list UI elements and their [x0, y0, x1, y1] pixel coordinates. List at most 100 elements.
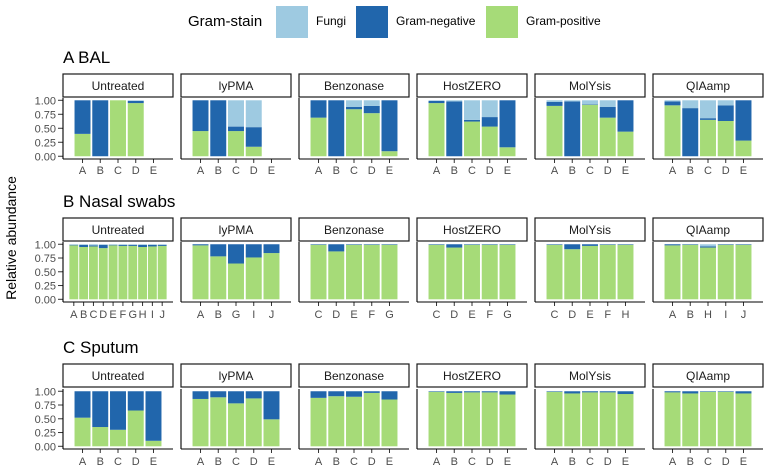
- bar-segment-gram-positive: [582, 245, 598, 300]
- x-tick-label-bal-qiaamp: A: [669, 165, 677, 177]
- bar-segment-fungi: [564, 100, 581, 102]
- facet-strip-sputum-untreated: [62, 363, 174, 388]
- bar-segment-gram-positive: [245, 398, 262, 447]
- facet-strip-bal-untreated: [62, 73, 174, 98]
- bar-segment-gram-positive: [245, 257, 262, 300]
- bar-segment-gram-negative: [363, 391, 380, 393]
- bar-segment-gram-positive: [98, 248, 108, 300]
- bar-segment-fungi: [108, 244, 118, 245]
- y-tick-label: 0.50: [35, 414, 56, 426]
- bar-segment-gram-negative: [381, 244, 398, 245]
- bar-segment-gram-positive: [464, 244, 480, 300]
- x-tick-label-bal-lypma: D: [250, 165, 258, 177]
- bar-segment-gram-positive: [664, 245, 681, 300]
- y-tick-label: 1.00: [35, 386, 56, 398]
- facet-label-bal-qiaamp: QIAamp: [686, 79, 730, 93]
- x-tick-label-sputum-benzonase: A: [315, 456, 323, 468]
- bar-segment-gram-negative: [263, 244, 280, 254]
- y-tick-label: 0.75: [35, 253, 56, 265]
- x-tick-label-nasal-swabs-hostzero: F: [486, 309, 493, 321]
- bar-segment-gram-negative: [682, 244, 699, 245]
- bar-segment-fungi: [682, 100, 699, 109]
- x-tick-label-sputum-hostzero: D: [486, 456, 494, 468]
- x-tick-label-nasal-swabs-untreated: D: [99, 309, 107, 321]
- facet-strip-bal-hostzero: [416, 73, 528, 98]
- bar-segment-gram-positive: [127, 410, 144, 447]
- x-tick-label-bal-hostzero: C: [468, 165, 476, 177]
- panel-title-nasal-swabs: B Nasal swabs: [63, 192, 175, 211]
- bar-segment-gram-negative: [245, 127, 262, 147]
- facet-strip-sputum-benzonase: [298, 363, 410, 388]
- x-tick-label-bal-untreated: B: [97, 165, 104, 177]
- bar-segment-gram-positive: [446, 392, 463, 447]
- x-tick-label-nasal-swabs-untreated: A: [70, 309, 78, 321]
- bar-segment-gram-positive: [157, 245, 167, 300]
- bar-segment-gram-negative: [700, 246, 716, 248]
- bar-segment-gram-negative: [546, 391, 563, 392]
- x-tick-label-nasal-swabs-lypma: J: [269, 309, 275, 321]
- x-tick-label-nasal-swabs-benzonase: D: [332, 309, 340, 321]
- x-tick-label-bal-qiaamp: D: [722, 165, 730, 177]
- bar-segment-gram-positive: [735, 244, 752, 300]
- bar-segment-fungi: [481, 100, 498, 118]
- x-tick-label-bal-untreated: A: [79, 165, 87, 177]
- x-tick-label-sputum-hostzero: C: [468, 456, 476, 468]
- bar-segment-gram-negative: [446, 101, 463, 157]
- bar-segment-gram-negative: [245, 244, 262, 258]
- bar-segment-gram-positive: [210, 256, 227, 300]
- x-tick-label-nasal-swabs-hostzero: E: [468, 309, 475, 321]
- bar-segment-gram-positive: [363, 392, 380, 447]
- bar-segment-gram-negative: [735, 244, 752, 245]
- bar-segment-fungi: [717, 100, 734, 106]
- bar-segment-gram-negative: [564, 244, 581, 250]
- bar-segment-gram-negative: [381, 100, 398, 152]
- bar-segment-gram-negative: [428, 100, 445, 104]
- bar-segment-gram-positive: [138, 247, 147, 300]
- bar-segment-gram-negative: [210, 244, 227, 257]
- bar-segment-fungi: [664, 100, 681, 102]
- x-tick-label-nasal-swabs-hostzero: G: [503, 309, 512, 321]
- bar-segment-gram-positive: [599, 244, 616, 300]
- x-tick-label-sputum-benzonase: D: [368, 456, 376, 468]
- bar-segment-gram-negative: [700, 391, 716, 392]
- bar-segment-fungi: [245, 100, 262, 128]
- bar-segment-gram-positive: [69, 245, 79, 300]
- legend-title: Gram-stain: [188, 13, 262, 30]
- bar-segment-fungi: [599, 100, 616, 108]
- x-tick-label-bal-hostzero: B: [451, 165, 458, 177]
- bar-segment-gram-positive: [582, 104, 598, 157]
- bar-segment-gram-negative: [582, 104, 598, 105]
- bar-segment-gram-negative: [682, 108, 699, 157]
- bar-segment-gram-positive: [192, 245, 209, 300]
- bar-segment-gram-positive: [481, 392, 498, 447]
- bar-segment-gram-positive: [228, 263, 244, 300]
- x-tick-label-nasal-swabs-lypma: A: [197, 309, 205, 321]
- bar-segment-gram-negative: [582, 244, 598, 246]
- bar-segment-gram-positive: [110, 429, 126, 447]
- y-tick-label: 0.00: [35, 151, 56, 163]
- x-tick-label-bal-hostzero: A: [433, 165, 441, 177]
- bar-segment-fungi: [128, 244, 138, 245]
- facet-strip-bal-qiaamp: [652, 73, 764, 98]
- y-tick-label: 0.00: [35, 441, 56, 453]
- x-tick-label-bal-molysis: C: [586, 165, 594, 177]
- bar-segment-gram-positive: [310, 117, 327, 157]
- bar-segment-gram-positive: [428, 244, 445, 300]
- bar-segment-gram-negative: [446, 391, 463, 393]
- x-tick-label-nasal-swabs-benzonase: G: [385, 309, 394, 321]
- bar-segment-gram-negative: [664, 244, 681, 246]
- x-tick-label-nasal-swabs-lypma: G: [232, 309, 241, 321]
- bar-segment-gram-negative: [92, 391, 109, 428]
- x-tick-label-nasal-swabs-qiaamp: H: [704, 309, 712, 321]
- x-tick-label-sputum-hostzero: E: [504, 456, 511, 468]
- bar-segment-fungi: [700, 244, 716, 247]
- x-tick-label-sputum-untreated: D: [132, 456, 140, 468]
- bar-segment-gram-negative: [228, 126, 244, 132]
- panel-title-bal: A BAL: [63, 48, 110, 67]
- x-tick-label-sputum-untreated: B: [97, 456, 104, 468]
- bar-segment-gram-negative: [328, 391, 345, 397]
- bar-segment-gram-negative: [564, 101, 581, 157]
- bar-segment-gram-positive: [499, 147, 516, 157]
- x-tick-label-sputum-hostzero: A: [433, 456, 441, 468]
